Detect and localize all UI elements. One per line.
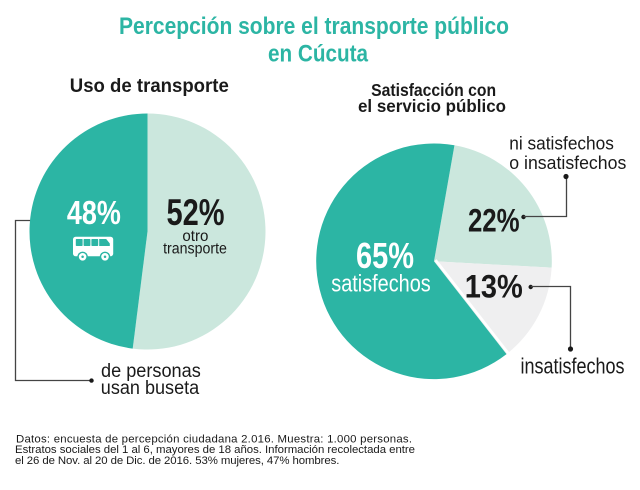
svg-text:65%: 65%	[356, 235, 414, 276]
svg-text:de personas: de personas	[101, 361, 201, 382]
svg-text:Uso de transporte: Uso de transporte	[70, 75, 229, 97]
svg-text:o insatisfechos: o insatisfechos	[509, 153, 626, 173]
svg-text:el 26 de Nov. al 20 de Dic. de: el 26 de Nov. al 20 de Dic. de 2016. 53%…	[15, 455, 339, 467]
svg-text:satisfechos: satisfechos	[331, 271, 431, 298]
svg-text:13%: 13%	[465, 269, 523, 305]
svg-text:usan buseta: usan buseta	[101, 378, 200, 399]
svg-text:22%: 22%	[468, 202, 520, 238]
svg-text:insatisfechos: insatisfechos	[521, 353, 625, 378]
svg-text:otro: otro	[182, 228, 208, 245]
svg-text:Satisfacción con: Satisfacción con	[371, 80, 496, 100]
svg-text:Estratos sociales del 1 al 6,: Estratos sociales del 1 al 6, mayores de…	[15, 444, 415, 456]
svg-text:el servicio público: el servicio público	[358, 96, 506, 116]
svg-text:48%: 48%	[67, 194, 121, 231]
svg-text:52%: 52%	[167, 192, 225, 233]
svg-text:Percepción sobre el transporte: Percepción sobre el transporte público	[119, 13, 509, 40]
svg-text:transporte: transporte	[163, 241, 227, 258]
svg-text:en Cúcuta: en Cúcuta	[268, 41, 369, 68]
svg-text:Datos: encuesta de percepción: Datos: encuesta de percepción ciudadana …	[16, 433, 412, 445]
svg-text:ni satisfechos: ni satisfechos	[509, 134, 614, 154]
